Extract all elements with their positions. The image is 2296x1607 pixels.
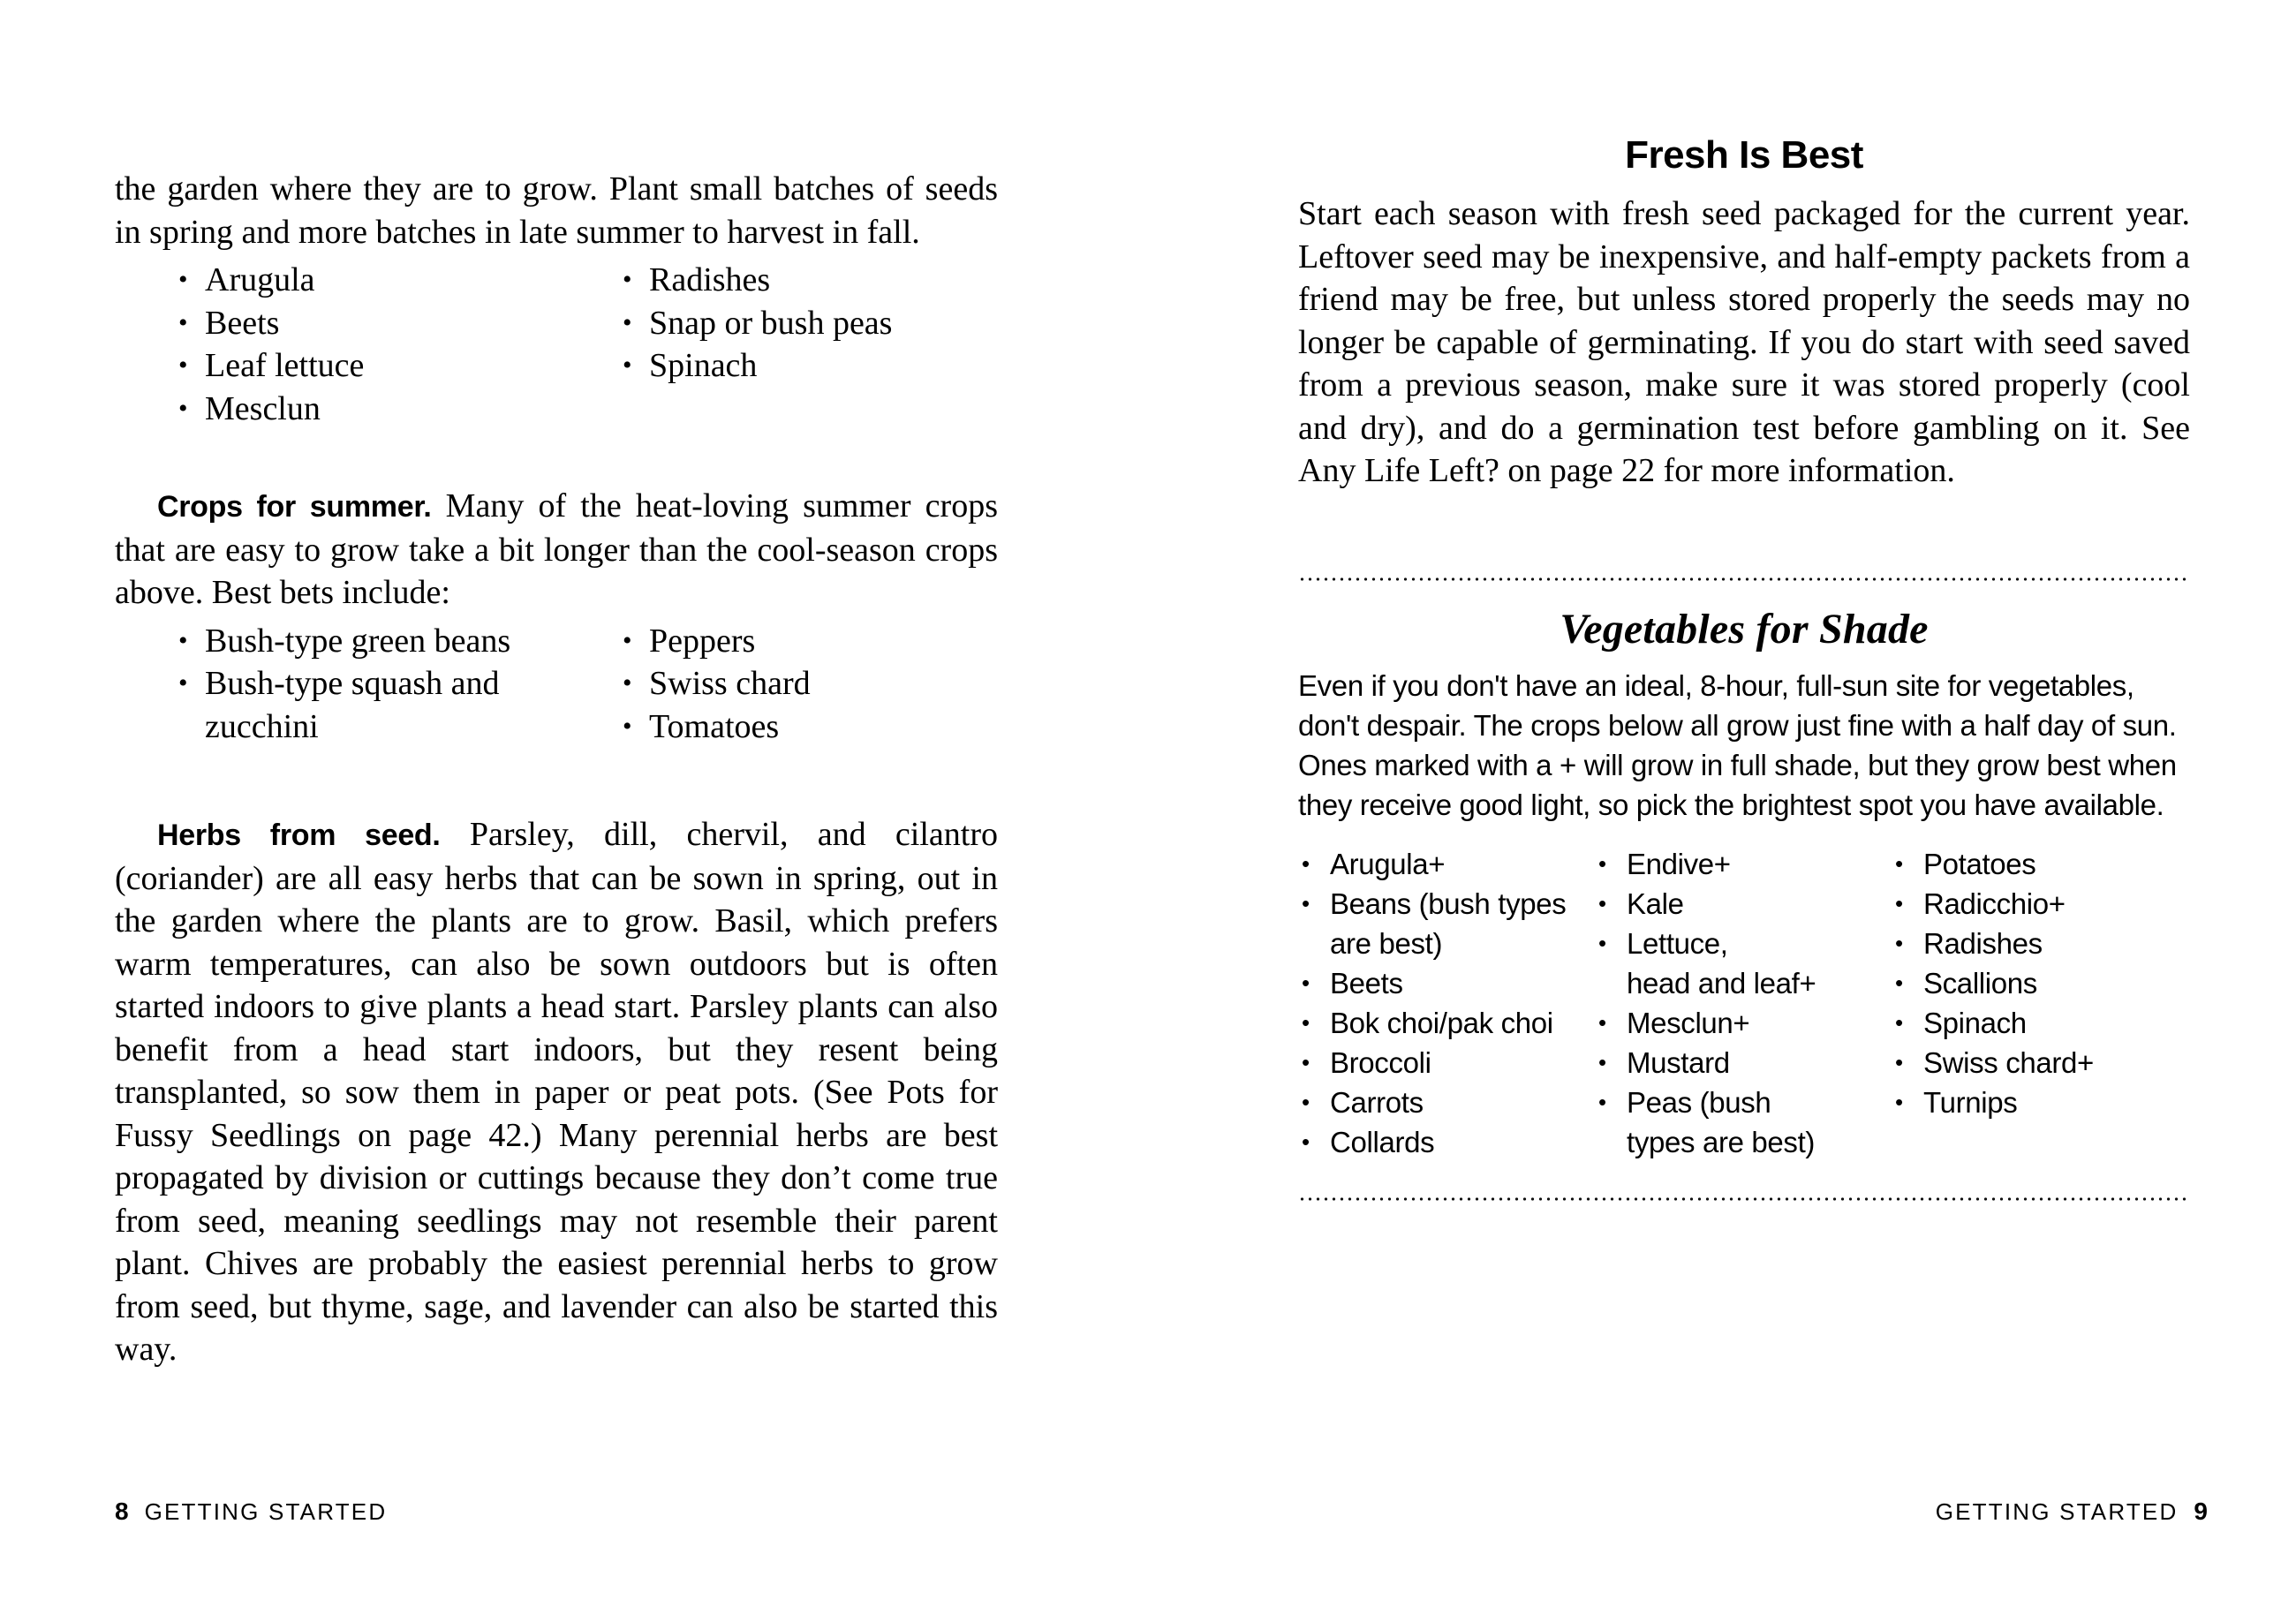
list-item: Peas (bush: [1595, 1083, 1892, 1122]
list-item: Beets: [178, 301, 623, 344]
left-page-content: the garden where they are to grow. Plant…: [115, 168, 998, 1371]
herbs-paragraph: Herbs from seed. Parsley, dill, chervil,…: [115, 813, 998, 1371]
summer-crop-list: Bush-type green beans Bush-type squash a…: [115, 619, 998, 749]
fresh-is-best-paragraph: Start each season with fresh seed packag…: [1298, 195, 2190, 489]
list-item: Beets: [1298, 963, 1595, 1003]
list-item: Tomatoes: [623, 705, 998, 748]
summer-column-2: Peppers Swiss chard Tomatoes: [623, 619, 998, 748]
list-item: Broccoli: [1298, 1043, 1595, 1083]
section-label: GETTING STARTED: [144, 1498, 388, 1525]
list-item: Bush-type green beans: [178, 619, 623, 662]
list-item: Leaf lettuce: [178, 343, 623, 387]
section-label: GETTING STARTED: [1935, 1498, 2179, 1525]
cool-season-column-1: Arugula Beets Leaf lettuce Mesclun: [115, 258, 623, 430]
page-number: 9: [2194, 1498, 2208, 1525]
page-right: Fresh Is Best Start each season with fre…: [1148, 0, 2296, 1607]
vegetables-for-shade-heading: Vegetables for Shade: [1560, 605, 1929, 653]
list-item: Spinach: [1892, 1003, 2188, 1043]
list-item: Mesclun: [178, 387, 623, 430]
list-item: Radishes: [623, 258, 998, 301]
list-item: Mesclun+: [1595, 1003, 1892, 1043]
list-item: Swiss chard: [623, 661, 998, 705]
list-item: Swiss chard+: [1892, 1043, 2188, 1083]
list-item: Peppers: [623, 619, 998, 662]
list-item-continuation: head and leaf+: [1627, 966, 1816, 1000]
list-item: Arugula+: [1298, 844, 1595, 884]
dotted-rule-bottom: [1298, 1196, 2190, 1201]
list-item: Carrots: [1298, 1083, 1595, 1122]
summer-crops-paragraph: Crops for summer. Many of the heat-lovin…: [115, 485, 998, 615]
list-item: Kale: [1595, 884, 1892, 924]
shade-column-2: Endive+ Kale Lettuce, head and leaf+ Mes…: [1595, 844, 1892, 1162]
cool-season-crop-list: Arugula Beets Leaf lettuce Mesclun Radis…: [115, 258, 998, 430]
list-item: Turnips: [1892, 1083, 2188, 1122]
herbs-lead-in: Herbs from seed.: [157, 819, 441, 852]
list-item: Bok choi/pak choi: [1298, 1003, 1595, 1043]
spacer: [115, 430, 998, 485]
spacer: [1298, 493, 2190, 577]
list-item: Endive+: [1595, 844, 1892, 884]
dotted-rule-top: [1298, 577, 2190, 581]
shade-column-1: Arugula+ Beans (bush types are best) Bee…: [1298, 844, 1595, 1162]
list-item: Beans (bush types: [1298, 884, 1595, 924]
page-number: 8: [115, 1498, 129, 1525]
page-left: the garden where they are to grow. Plant…: [0, 0, 1148, 1607]
list-item: Collards: [1298, 1122, 1595, 1162]
list-item-continuation: zucchini: [205, 707, 319, 745]
shade-vegetable-list: Arugula+ Beans (bush types are best) Bee…: [1298, 844, 2190, 1162]
list-item-continuation: types are best): [1627, 1125, 1816, 1158]
footer-left: 8 GETTING STARTED: [115, 1498, 387, 1526]
list-item-continuation: are best): [1330, 926, 1443, 960]
list-item: Spinach: [623, 343, 998, 387]
list-item: Radishes: [1892, 924, 2188, 963]
fresh-is-best-heading: Fresh Is Best: [1625, 133, 1863, 177]
list-item: Lettuce,: [1595, 924, 1892, 963]
list-item: Snap or bush peas: [623, 301, 998, 344]
summer-crops-body: Many of the heat-loving summer crops tha…: [115, 487, 998, 611]
list-item: Potatoes: [1892, 844, 2188, 884]
cool-season-column-2: Radishes Snap or bush peas Spinach: [623, 258, 998, 430]
summer-crops-lead-in: Crops for summer.: [157, 490, 432, 524]
vegetables-for-shade-intro: Even if you don't have an ideal, 8-hour,…: [1298, 668, 2177, 821]
right-page-content: Fresh Is Best Start each season with fre…: [1298, 132, 2190, 1201]
summer-column-1: Bush-type green beans Bush-type squash a…: [115, 619, 623, 749]
spacer: [115, 748, 998, 813]
list-item: Scallions: [1892, 963, 2188, 1003]
list-item: Arugula: [178, 258, 623, 301]
shade-column-3: Potatoes Radicchio+ Radishes Scallions S…: [1892, 844, 2188, 1162]
footer-right: GETTING STARTED 9: [1936, 1498, 2208, 1526]
list-item: Bush-type squash and: [178, 661, 623, 705]
dotted-rule-bottom-wrapper: [1298, 1196, 2190, 1201]
list-item: Mustard: [1595, 1043, 1892, 1083]
intro-paragraph: the garden where they are to grow. Plant…: [115, 170, 998, 251]
list-item: Radicchio+: [1892, 884, 2188, 924]
herbs-body: Parsley, dill, chervil, and cilantro (co…: [115, 816, 998, 1368]
